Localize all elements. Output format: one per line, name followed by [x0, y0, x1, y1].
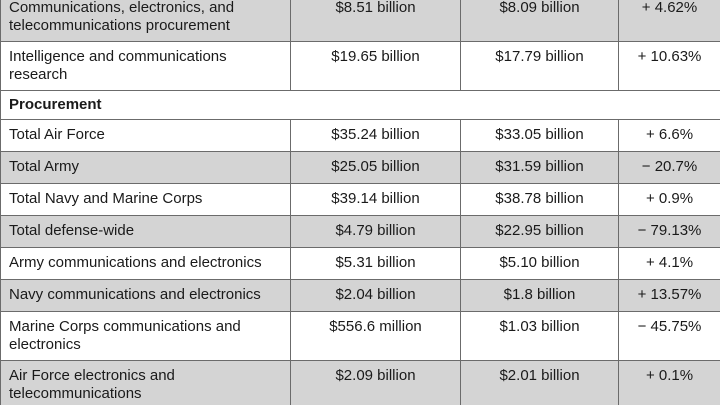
percent-change: + 0.9% — [618, 183, 720, 216]
value-2023: $5.10 billion — [460, 247, 619, 280]
value-2023: $31.59 billion — [460, 151, 619, 184]
table-row: Total Air Force $35.24 billion $33.05 bi… — [0, 119, 720, 152]
table-row: Army communications and electronics $5.3… — [0, 247, 720, 280]
table-row: Total Army $25.05 billion $31.59 billion… — [0, 151, 720, 184]
value-2023: $1.03 billion — [460, 311, 619, 361]
section-heading: Procurement — [0, 90, 720, 120]
row-label: Total Navy and Marine Corps — [0, 183, 291, 216]
value-2023: $17.79 billion — [460, 41, 619, 91]
value-2024: $2.04 billion — [290, 279, 461, 312]
row-label: Marine Corps communications and electron… — [0, 311, 291, 361]
percent-change: + 4.1% — [618, 247, 720, 280]
percent-change: + 6.6% — [618, 119, 720, 152]
row-label: Navy communications and electronics — [0, 279, 291, 312]
section-header-row: Procurement — [0, 90, 720, 120]
row-label: Communications, electronics, and telecom… — [0, 0, 291, 42]
percent-change: + 13.57% — [618, 279, 720, 312]
table-row: Communications, electronics, and telecom… — [0, 0, 720, 42]
value-2023: $2.01 billion — [460, 360, 619, 405]
table-row: Air Force electronics and telecommunicat… — [0, 360, 720, 405]
row-label: Air Force electronics and telecommunicat… — [0, 360, 291, 405]
value-2023: $22.95 billion — [460, 215, 619, 248]
value-2024: $2.09 billion — [290, 360, 461, 405]
table-row: Intelligence and communications research… — [0, 41, 720, 91]
value-2023: $8.09 billion — [460, 0, 619, 42]
value-2023: $33.05 billion — [460, 119, 619, 152]
percent-change: − 79.13% — [618, 215, 720, 248]
percent-change: − 45.75% — [618, 311, 720, 361]
value-2024: $4.79 billion — [290, 215, 461, 248]
percent-change: + 4.62% — [618, 0, 720, 42]
row-label: Intelligence and communications research — [0, 41, 291, 91]
row-label: Total Air Force — [0, 119, 291, 152]
row-label: Total defense-wide — [0, 215, 291, 248]
value-2024: $25.05 billion — [290, 151, 461, 184]
value-2023: $38.78 billion — [460, 183, 619, 216]
value-2024: $19.65 billion — [290, 41, 461, 91]
value-2024: $8.51 billion — [290, 0, 461, 42]
percent-change: + 10.63% — [618, 41, 720, 91]
percent-change: − 20.7% — [618, 151, 720, 184]
row-label: Army communications and electronics — [0, 247, 291, 280]
table-row: Total defense-wide $4.79 billion $22.95 … — [0, 215, 720, 248]
value-2024: $5.31 billion — [290, 247, 461, 280]
value-2024: $39.14 billion — [290, 183, 461, 216]
table-row: Marine Corps communications and electron… — [0, 311, 720, 361]
value-2024: $556.6 million — [290, 311, 461, 361]
value-2024: $35.24 billion — [290, 119, 461, 152]
percent-change: + 0.1% — [618, 360, 720, 405]
table-row: Navy communications and electronics $2.0… — [0, 279, 720, 312]
row-label: Total Army — [0, 151, 291, 184]
table-row: Total Navy and Marine Corps $39.14 billi… — [0, 183, 720, 216]
value-2023: $1.8 billion — [460, 279, 619, 312]
